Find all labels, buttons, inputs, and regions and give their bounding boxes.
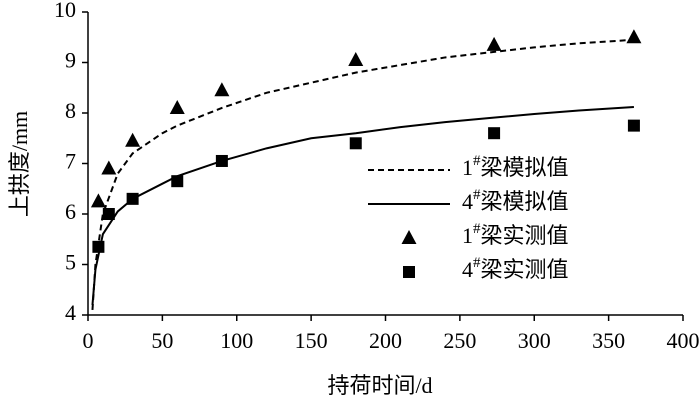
y-tick-label: 4 — [65, 300, 76, 325]
y-tick-label: 10 — [54, 0, 76, 22]
square-marker — [126, 192, 139, 205]
x-tick-label: 250 — [443, 328, 476, 353]
triangle-marker — [348, 51, 364, 66]
y-tick-label: 6 — [65, 199, 76, 224]
legend-label: 1#梁模拟值 — [462, 153, 569, 180]
legend-marker — [401, 230, 417, 244]
y-axis-label: 上拱度/mm — [7, 111, 32, 217]
square-marker — [171, 175, 184, 188]
x-tick-label: 350 — [592, 328, 625, 353]
square-marker — [92, 240, 105, 253]
x-tick-label: 400 — [667, 328, 700, 353]
x-tick-label: 200 — [369, 328, 402, 353]
triangle-marker — [125, 132, 141, 147]
y-tick-label: 7 — [65, 149, 76, 174]
legend-marker — [403, 266, 415, 278]
x-tick-label: 0 — [83, 328, 94, 353]
x-tick-label: 100 — [220, 328, 253, 353]
triangle-marker — [90, 193, 106, 208]
x-tick-label: 150 — [295, 328, 328, 353]
legend-label: 4#梁实测值 — [462, 255, 569, 282]
square-marker — [627, 119, 640, 132]
x-tick-label: 50 — [151, 328, 173, 353]
legend-label: 4#梁模拟值 — [462, 187, 569, 214]
square-marker — [215, 154, 228, 167]
y-tick-label: 9 — [65, 48, 76, 73]
square-marker — [102, 208, 115, 220]
square-marker — [349, 137, 362, 150]
square-marker — [488, 127, 501, 140]
triangle-marker — [486, 36, 502, 51]
triangle-marker — [214, 82, 230, 97]
triangle-marker — [169, 99, 185, 114]
y-tick-label: 5 — [65, 250, 76, 275]
triangle-marker — [101, 160, 117, 175]
series-line — [91, 38, 634, 311]
legend-label: 1#梁实测值 — [462, 221, 569, 248]
x-axis-label: 持荷时间/d — [327, 373, 432, 398]
y-tick-label: 8 — [65, 98, 76, 123]
x-tick-label: 300 — [518, 328, 551, 353]
triangle-marker — [626, 29, 642, 44]
